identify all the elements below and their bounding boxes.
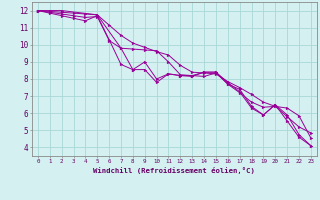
X-axis label: Windchill (Refroidissement éolien,°C): Windchill (Refroidissement éolien,°C)	[93, 167, 255, 174]
